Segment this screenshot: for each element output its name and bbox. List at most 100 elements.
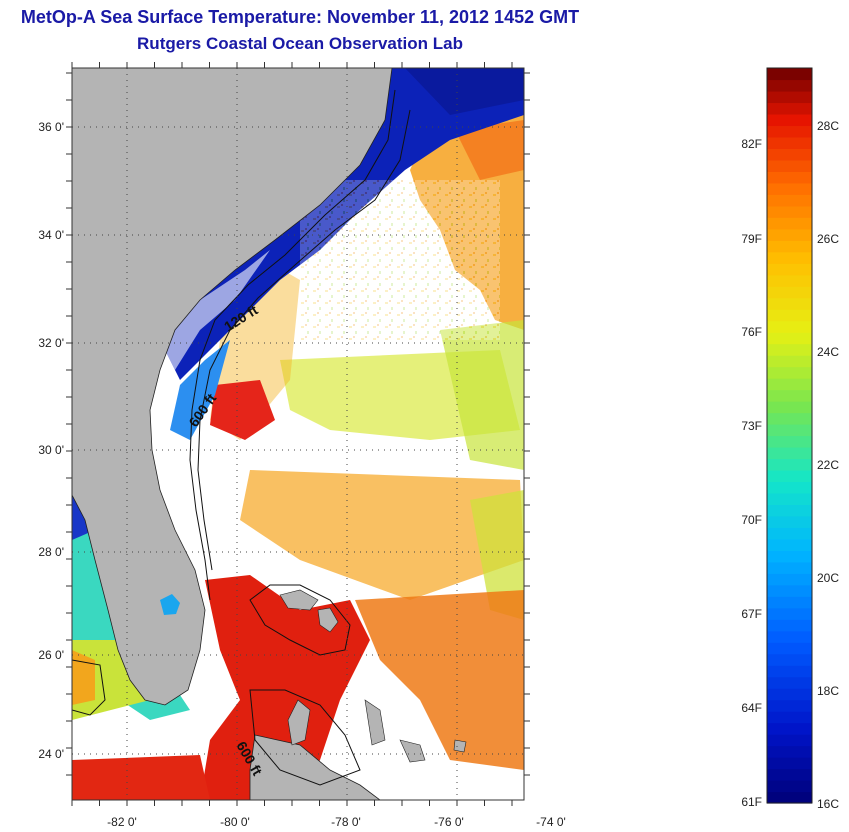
colorbar-band: [767, 561, 812, 574]
yellow-patch-se: [470, 490, 524, 620]
warm-eddy-north: [210, 380, 275, 440]
colorbar-band: [767, 228, 812, 241]
colorbar-band: [767, 607, 812, 620]
colorbar-band: [767, 389, 812, 402]
contour-bahamas-bank: [249, 584, 351, 656]
colorbar-band: [767, 343, 812, 356]
colorbar-band: [767, 205, 812, 218]
colorbar-band: [767, 711, 812, 724]
lon-label-78: -78 0': [331, 815, 361, 829]
colorbar-band: [767, 194, 812, 207]
cb-f-64: 64F: [741, 701, 762, 715]
colorbar-band: [767, 538, 812, 551]
map-imagery: 120 ft 600 ft 600 ft: [72, 68, 524, 800]
colorbar-band: [767, 159, 812, 172]
scattered-retrievals: [300, 180, 500, 340]
colorbar-band: [767, 699, 812, 712]
map-frame: [71, 67, 525, 801]
colorbar-band: [767, 240, 812, 253]
colorbar-band: [767, 527, 812, 540]
colorbar-band: [767, 297, 812, 310]
cool-shelf-water: [170, 340, 230, 440]
colorbar-band: [767, 401, 812, 414]
lon-label-80: -80 0': [220, 815, 250, 829]
colorbar-band: [767, 665, 812, 678]
colorbar-band: [767, 642, 812, 655]
colorbar-band: [767, 332, 812, 345]
colorbar-band: [767, 79, 812, 92]
colorbar-band: [767, 182, 812, 195]
colorbar-band: [767, 688, 812, 701]
florida-keys-red: [72, 755, 210, 800]
colorbar-band: [767, 366, 812, 379]
contour-120ft: [189, 89, 396, 601]
cb-c-20: 20C: [817, 571, 839, 585]
cb-f-73: 73F: [741, 419, 762, 433]
axis-ticks: [66, 62, 530, 806]
colorbar-band: [767, 446, 812, 460]
map-title: MetOp-A Sea Surface Temperature: Novembe…: [20, 7, 580, 27]
cb-c-26: 26C: [817, 232, 839, 246]
colorbar-band: [767, 286, 812, 299]
colorbar-band: [767, 653, 812, 666]
orange-patch-south: [355, 590, 524, 770]
colorbar-band: [767, 780, 812, 793]
colorbar-frame: [766, 67, 813, 804]
lat-label-26: 26 0': [38, 648, 64, 662]
colorbar-band: [767, 550, 812, 563]
colorbar-band: [767, 251, 812, 264]
lat-label-36: 36 0': [38, 120, 64, 134]
land-abaco: [317, 607, 339, 633]
colorbar-band: [767, 481, 812, 494]
colorbar-band: [767, 113, 812, 127]
latitude-axis: 36 0' 34 0' 32 0' 30 0' 28 0' 26 0' 24 0…: [38, 120, 64, 761]
cb-f-79: 79F: [741, 232, 762, 246]
cloud-streak-shelf: [160, 250, 270, 370]
colorbar-band: [767, 378, 812, 391]
lon-label-82: -82 0': [107, 815, 137, 829]
colorbar-band: [767, 136, 812, 149]
colorbar-band: [767, 320, 812, 333]
colorbar-band: [767, 68, 812, 81]
colorbar-band: [767, 263, 812, 276]
gulf-orange-water: [72, 650, 95, 705]
lat-label-34: 34 0': [38, 228, 64, 242]
colorbar-band: [767, 125, 812, 138]
land-andros: [287, 699, 311, 746]
colorbar-band: [767, 515, 812, 528]
graticule: [72, 68, 524, 800]
contour-gulf: [72, 659, 106, 716]
warm-patch-ne: [455, 120, 524, 180]
lat-label-30: 30 0': [38, 443, 64, 457]
colorbar-bands: [767, 68, 812, 804]
colorbar-band: [767, 630, 812, 643]
colorbar-band: [767, 412, 812, 425]
colorbar-band: [767, 309, 812, 322]
colorbar-band: [767, 768, 812, 781]
contour-600ft: [197, 109, 411, 571]
cb-c-24: 24C: [817, 345, 839, 359]
cb-f-67: 67F: [741, 607, 762, 621]
colorbar-band: [767, 355, 812, 368]
land-grand-bahama: [279, 589, 319, 611]
cb-f-61: 61F: [741, 795, 762, 809]
land-southeast-us: [72, 68, 393, 706]
colorbar-band: [767, 619, 812, 632]
land-cuba: [249, 734, 381, 800]
colorbar-band: [767, 573, 812, 586]
colorbar-band: [767, 734, 812, 747]
colorbar-band: [767, 435, 812, 448]
colorbar-band: [767, 757, 812, 770]
colorbar-band: [767, 492, 812, 505]
colorbar-band: [767, 424, 812, 437]
colorbar-band: [767, 102, 812, 115]
cold-shelf-north: [405, 68, 524, 115]
colorbar-band: [767, 596, 812, 609]
colorbar-band: [767, 745, 812, 758]
lon-label-74: -74 0': [536, 815, 566, 829]
colorbar-band: [767, 171, 812, 184]
cb-c-28: 28C: [817, 119, 839, 133]
cb-c-16: 16C: [817, 797, 839, 811]
map-subtitle: Rutgers Coastal Ocean Observation Lab: [137, 34, 463, 53]
